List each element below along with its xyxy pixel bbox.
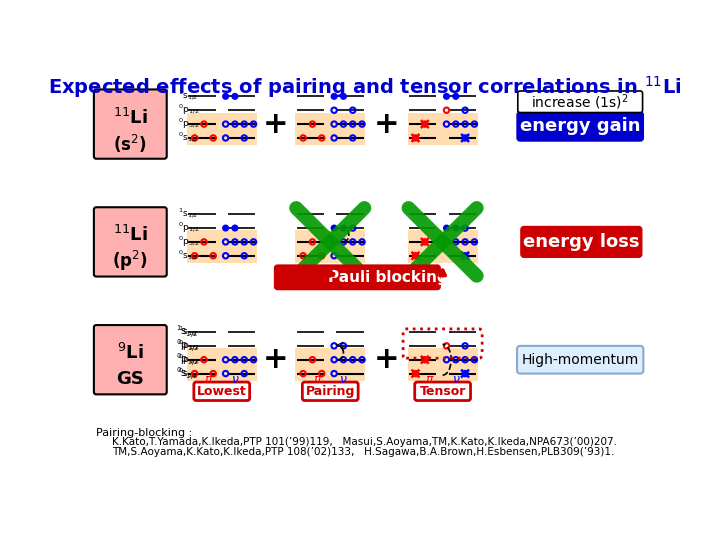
Text: $^1$s$_{1/2}$: $^1$s$_{1/2}$	[178, 207, 198, 221]
FancyBboxPatch shape	[518, 91, 642, 112]
Text: +: +	[374, 345, 400, 374]
Text: (p$^2$): (p$^2$)	[112, 249, 148, 273]
Text: energy loss: energy loss	[523, 233, 639, 251]
FancyBboxPatch shape	[302, 382, 358, 401]
Circle shape	[341, 225, 346, 231]
Circle shape	[233, 93, 238, 99]
Text: $^0$p$_{3/2}$: $^0$p$_{3/2}$	[178, 353, 199, 367]
Circle shape	[453, 225, 459, 231]
Circle shape	[453, 93, 459, 99]
Text: increase (1s)$^2$: increase (1s)$^2$	[531, 92, 629, 112]
Bar	[187, 231, 256, 262]
Circle shape	[331, 93, 337, 99]
Text: ν: ν	[453, 373, 459, 386]
Text: $^9$Li: $^9$Li	[117, 343, 144, 363]
FancyBboxPatch shape	[521, 226, 642, 257]
Text: ν: ν	[341, 373, 347, 386]
FancyBboxPatch shape	[94, 207, 167, 276]
FancyBboxPatch shape	[415, 382, 471, 401]
Text: energy gain: energy gain	[520, 117, 640, 136]
Circle shape	[331, 225, 337, 231]
Circle shape	[233, 225, 238, 231]
Text: Pauli blocking: Pauli blocking	[328, 270, 448, 285]
FancyBboxPatch shape	[94, 325, 167, 394]
Text: Tensor: Tensor	[420, 385, 466, 398]
Bar	[408, 348, 477, 381]
Text: $^1$s$_{1/2}$: $^1$s$_{1/2}$	[176, 323, 198, 340]
FancyBboxPatch shape	[275, 266, 439, 289]
Bar	[187, 348, 256, 381]
Text: $^0$p$_{3/2}$: $^0$p$_{3/2}$	[176, 351, 199, 368]
Text: $^0$p$_{1/2}$: $^0$p$_{1/2}$	[178, 103, 199, 117]
Text: Pairing: Pairing	[305, 385, 355, 398]
Circle shape	[444, 225, 449, 231]
Text: π: π	[426, 373, 433, 386]
Text: TM,S.Aoyama,K.Kato,K.Ikeda,PTP 108(’02)133,   H.Sagawa,B.A.Brown,H.Esbensen,PLB3: TM,S.Aoyama,K.Kato,K.Ikeda,PTP 108(’02)1…	[112, 447, 614, 457]
Text: ν: ν	[232, 373, 239, 386]
Text: $^0$p$_{3/2}$: $^0$p$_{3/2}$	[178, 117, 199, 131]
Text: +: +	[264, 345, 289, 374]
Text: $^0$s$_{1/2}$: $^0$s$_{1/2}$	[178, 248, 198, 263]
Text: $^0$p$_{1/2}$: $^0$p$_{1/2}$	[176, 338, 199, 354]
Text: K.Kato,T.Yamada,K.Ikeda,PTP 101(’99)119,   Masui,S.Aoyama,TM,K.Kato,K.Ikeda,NPA6: K.Kato,T.Yamada,K.Ikeda,PTP 101(’99)119,…	[112, 437, 617, 448]
Text: GS: GS	[117, 370, 144, 388]
FancyBboxPatch shape	[517, 112, 644, 141]
Text: $^0$s$_{1/2}$: $^0$s$_{1/2}$	[176, 365, 198, 382]
Bar	[295, 231, 365, 262]
Text: π: π	[313, 373, 320, 386]
Circle shape	[444, 93, 449, 99]
Text: $^0$s$_{1/2}$: $^0$s$_{1/2}$	[178, 367, 198, 381]
Text: +: +	[264, 110, 289, 139]
Circle shape	[223, 93, 228, 99]
FancyBboxPatch shape	[194, 382, 250, 401]
Text: π: π	[204, 373, 212, 386]
Text: (s$^2$): (s$^2$)	[114, 132, 147, 154]
FancyBboxPatch shape	[517, 346, 644, 374]
Text: Pairing-blocking :: Pairing-blocking :	[96, 428, 192, 438]
Text: $^0$p$_{3/2}$: $^0$p$_{3/2}$	[178, 235, 199, 249]
Text: $^1$s$_{1/2}$: $^1$s$_{1/2}$	[178, 325, 198, 339]
Text: Lowest: Lowest	[197, 385, 247, 398]
Bar	[408, 231, 477, 262]
Text: +: +	[374, 110, 400, 139]
Text: $^{11}$Li: $^{11}$Li	[113, 225, 148, 246]
Circle shape	[341, 93, 346, 99]
Text: $^1$s$_{1/2}$: $^1$s$_{1/2}$	[178, 89, 198, 104]
Text: Expected effects of pairing and tensor correlations in $^{11}$Li: Expected effects of pairing and tensor c…	[48, 74, 682, 100]
Text: $^{11}$Li: $^{11}$Li	[113, 107, 148, 127]
Bar	[187, 112, 256, 145]
Bar	[408, 112, 477, 145]
Bar	[295, 112, 365, 145]
Text: $^0$s$_{1/2}$: $^0$s$_{1/2}$	[178, 131, 198, 145]
Text: $^0$p$_{1/2}$: $^0$p$_{1/2}$	[178, 339, 199, 353]
Text: $^0$p$_{1/2}$: $^0$p$_{1/2}$	[178, 221, 199, 235]
Bar	[295, 348, 365, 381]
FancyBboxPatch shape	[94, 90, 167, 159]
Circle shape	[223, 225, 228, 231]
Text: High-momentum: High-momentum	[521, 353, 639, 367]
